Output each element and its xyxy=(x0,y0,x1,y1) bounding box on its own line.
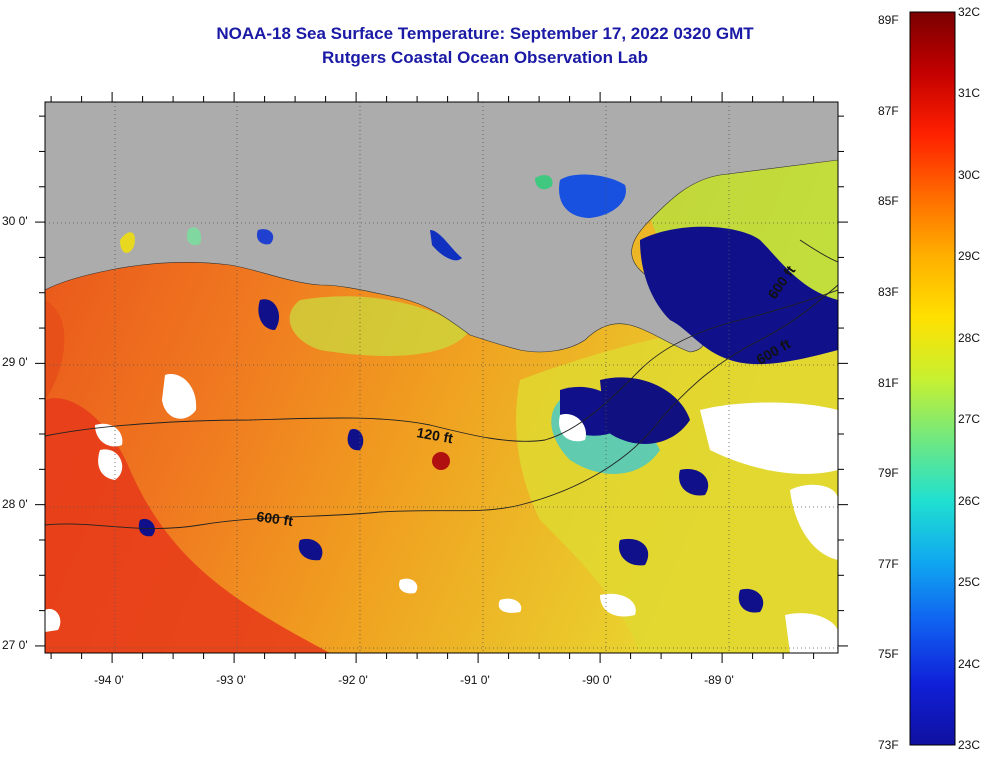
contour-label-120ft: 120 ft xyxy=(415,424,454,446)
lat-tick-label: 27 0' xyxy=(2,637,28,652)
lon-tick-label: -90 0' xyxy=(582,673,612,687)
map-title: NOAA-18 Sea Surface Temperature: Septemb… xyxy=(216,24,754,43)
coastline-land xyxy=(45,102,838,353)
map-subtitle: Rutgers Coastal Ocean Observation Lab xyxy=(322,48,648,67)
colorbar-celsius-label: 28C xyxy=(958,330,981,345)
colorbar-celsius-label: 25C xyxy=(958,575,981,590)
colorbar-fahrenheit-label: 87F xyxy=(878,103,899,118)
lat-tick-label: 28 0' xyxy=(2,496,28,511)
colorbar-celsius-label: 32C xyxy=(958,5,981,19)
colorbar-fahrenheit-label: 77F xyxy=(878,556,899,571)
lake-atchafalaya xyxy=(430,230,462,261)
nearshore-band xyxy=(289,296,470,356)
contour-label-600ft: 600 ft xyxy=(256,508,295,529)
map-frame xyxy=(44,101,839,654)
lake-calcasieu xyxy=(120,232,135,253)
graticule xyxy=(45,102,838,653)
colorbar xyxy=(909,11,956,746)
lake-sabine xyxy=(186,227,202,246)
colorbar-celsius-label: 31C xyxy=(958,86,981,101)
colorbar-celsius-label: 29C xyxy=(958,249,981,264)
lake-maurepas xyxy=(535,175,553,190)
lon-tick-label: -92 0' xyxy=(338,673,368,687)
lon-tick-label: -93 0' xyxy=(216,673,246,687)
colorbar-fahrenheit-label: 75F xyxy=(878,647,899,662)
contour-120ft xyxy=(45,289,838,442)
colorbar-celsius-label: 23C xyxy=(958,738,981,752)
cloud-mask xyxy=(45,226,838,653)
contour-600ft xyxy=(45,284,838,529)
colorbar-celsius-label: 30C xyxy=(958,167,981,182)
colorbar-fahrenheit-label: 73F xyxy=(878,738,899,752)
lon-tick-label: -89 0' xyxy=(704,673,734,687)
colorbar-celsius-label: 24C xyxy=(958,656,981,671)
lat-tick-label: 30 0' xyxy=(2,214,28,229)
colorbar-fahrenheit-label: 83F xyxy=(878,284,899,299)
colorbar-celsius-label: 27C xyxy=(958,412,981,427)
colorbar-fahrenheit-label: 79F xyxy=(878,466,899,481)
hot-spot xyxy=(432,452,450,470)
contour-600ft-ne xyxy=(799,239,838,263)
lake-pontchartrain xyxy=(559,174,626,218)
lat-tick-label: 29 0' xyxy=(2,355,28,370)
map-field: 120 ft 600 ft 600 ft 600 ft xyxy=(45,102,838,653)
lake-white xyxy=(256,229,274,245)
colorbar-fahrenheit-label: 89F xyxy=(878,13,899,27)
colorbar-fahrenheit-label: 85F xyxy=(878,194,899,209)
colorbar-fahrenheit-label: 81F xyxy=(878,375,899,390)
lon-tick-label: -91 0' xyxy=(460,673,490,687)
cool-zone-east xyxy=(516,300,838,653)
colorbar-celsius-label: 26C xyxy=(958,493,981,508)
warm-patch xyxy=(45,300,65,400)
lon-tick-label: -94 0' xyxy=(94,673,124,687)
axis-ticks xyxy=(35,92,848,663)
